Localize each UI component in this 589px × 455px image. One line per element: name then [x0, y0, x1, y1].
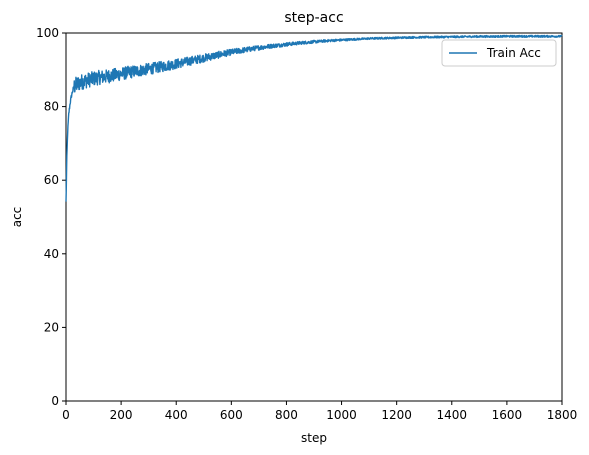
x-tick-label: 1400 [437, 408, 468, 422]
x-tick-label: 1000 [326, 408, 357, 422]
plot-frame [65, 32, 563, 402]
y-axis: 0 20 40 60 80 100 [36, 26, 66, 408]
x-tick-label: 1200 [381, 408, 412, 422]
x-tick-label: 400 [165, 408, 188, 422]
x-tick-label: 1800 [547, 408, 578, 422]
y-tick-label: 80 [44, 100, 59, 114]
x-tick-label: 600 [220, 408, 243, 422]
x-tick-label: 1600 [492, 408, 523, 422]
series-line-train-acc [65, 34, 563, 202]
y-tick-label: 40 [44, 247, 59, 261]
legend-label-train-acc: Train Acc [486, 46, 541, 60]
series-layer [65, 34, 563, 202]
y-axis-title: acc [10, 207, 24, 228]
legend-box [441, 39, 557, 67]
y-tick-label: 100 [36, 26, 59, 40]
y-tick-label: 20 [44, 320, 59, 334]
y-tick-label: 60 [44, 173, 59, 187]
x-tick-label: 0 [62, 408, 70, 422]
chart-title: step-acc [284, 10, 343, 26]
x-tick-label: 200 [110, 408, 133, 422]
x-axis: 0 200 400 600 800 1000 1200 1400 1600 1800 [62, 401, 577, 422]
legend: Train Acc [441, 39, 557, 67]
y-tick-label: 0 [51, 394, 59, 408]
x-axis-title: step [301, 431, 327, 445]
x-tick-label: 800 [275, 408, 298, 422]
